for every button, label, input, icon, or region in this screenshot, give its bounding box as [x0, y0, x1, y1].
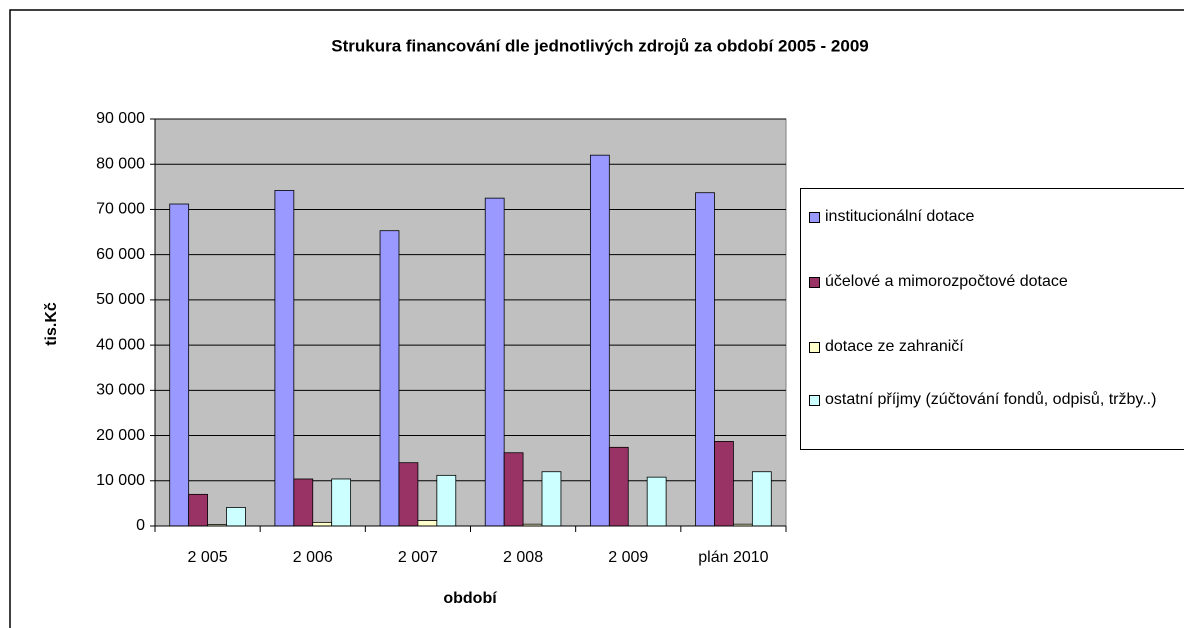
- y-tick-label: 60 000: [96, 246, 145, 263]
- x-tick-label: 2 007: [398, 549, 438, 566]
- legend-swatch: [809, 342, 820, 353]
- x-tick-label: plán 2010: [698, 549, 768, 566]
- bar: [398, 462, 419, 527]
- legend-swatch: [809, 212, 820, 223]
- plot-area: [154, 118, 787, 527]
- legend-label: institucionální dotace: [825, 208, 975, 225]
- legend-swatch: [809, 395, 820, 406]
- bar: [695, 192, 715, 527]
- y-tick-label: 70 000: [96, 201, 145, 218]
- bar: [169, 203, 190, 527]
- chart-title: Strukura financování dle jednotlivých zd…: [331, 36, 869, 55]
- legend-item: ostatní příjmy (zúčtování fondů, odpisů,…: [809, 389, 1184, 411]
- legend: institucionální dotace účelové a mimorozp…: [800, 188, 1184, 450]
- x-tick-label: 2 009: [608, 549, 648, 566]
- y-tick-label: 30 000: [96, 382, 145, 399]
- bar: [417, 520, 438, 527]
- bar: [714, 441, 734, 527]
- bar: [436, 474, 457, 527]
- y-tick-label: 10 000: [96, 472, 145, 489]
- y-tick-label: 50 000: [96, 291, 145, 308]
- bar: [312, 521, 333, 527]
- bar: [503, 452, 524, 527]
- x-tick-label: 2 006: [293, 549, 333, 566]
- y-tick-label: 40 000: [96, 336, 145, 353]
- bar: [379, 230, 400, 527]
- bar: [331, 478, 352, 527]
- y-axis-label: tis.Kč: [43, 302, 60, 346]
- legend-item: účelové a mimorozpočtové dotace: [809, 271, 1184, 293]
- y-tick-label: 90 000: [96, 110, 145, 127]
- bar: [484, 197, 505, 527]
- bar: [646, 476, 667, 527]
- bar: [751, 471, 772, 527]
- bar: [608, 446, 629, 527]
- bar: [541, 471, 562, 527]
- legend-label: ostatní příjmy (zúčtování fondů, odpisů,…: [825, 391, 1157, 408]
- y-tick-label: 80 000: [96, 155, 145, 172]
- bar: [589, 154, 610, 527]
- y-tick-label: 20 000: [96, 427, 145, 444]
- legend-label: účelové a mimorozpočtové dotace: [825, 273, 1068, 290]
- bar: [293, 478, 314, 527]
- bar: [188, 493, 208, 527]
- legend-item: dotace ze zahraničí: [809, 336, 1184, 358]
- legend-label: dotace ze zahraničí: [825, 338, 964, 355]
- x-tick-label: 2 005: [188, 549, 228, 566]
- legend-item: institucionální dotace: [809, 206, 1184, 228]
- bar: [274, 190, 295, 527]
- y-tick-label: 0: [136, 517, 145, 534]
- x-axis-label: období: [443, 590, 497, 607]
- bar: [226, 507, 246, 527]
- legend-swatch: [809, 277, 820, 288]
- x-tick-label: 2 008: [503, 549, 543, 566]
